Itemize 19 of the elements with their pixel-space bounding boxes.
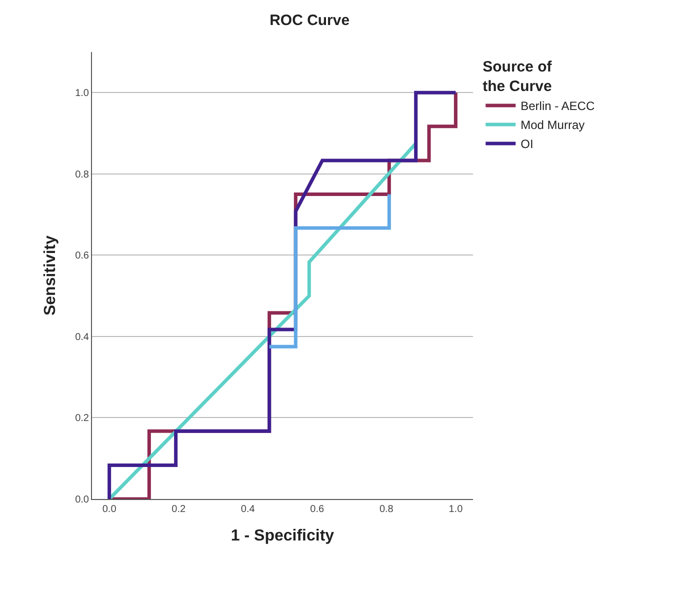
y-tick-label: 0.0: [75, 494, 90, 506]
y-tick-label: 0.8: [75, 169, 90, 180]
x-tick-label: 0.8: [379, 504, 394, 515]
x-tick-label: 0.2: [172, 504, 186, 515]
legend-label: Berlin - AECC: [520, 99, 595, 114]
x-tick-label: 0.6: [310, 504, 325, 515]
legend-label: OI: [520, 137, 534, 152]
chart-title: ROC Curve: [270, 12, 350, 30]
x-tick-label: 0.0: [102, 504, 117, 515]
x-tick-label: 1.0: [448, 504, 464, 515]
y-tick-label: 0.4: [75, 332, 90, 343]
y-tick-label: 0.6: [75, 250, 90, 262]
y-axis-title: Sensitivity: [42, 235, 59, 316]
x-axis-title: 1 - Specificity: [230, 528, 334, 545]
y-tick-label: 0.2: [75, 413, 90, 424]
x-tick-label: 0.4: [240, 504, 256, 515]
legend-label: Mod Murray: [520, 118, 585, 132]
y-tick-label: 1.0: [75, 88, 90, 100]
legend-title: Source of the Curve: [482, 58, 553, 95]
